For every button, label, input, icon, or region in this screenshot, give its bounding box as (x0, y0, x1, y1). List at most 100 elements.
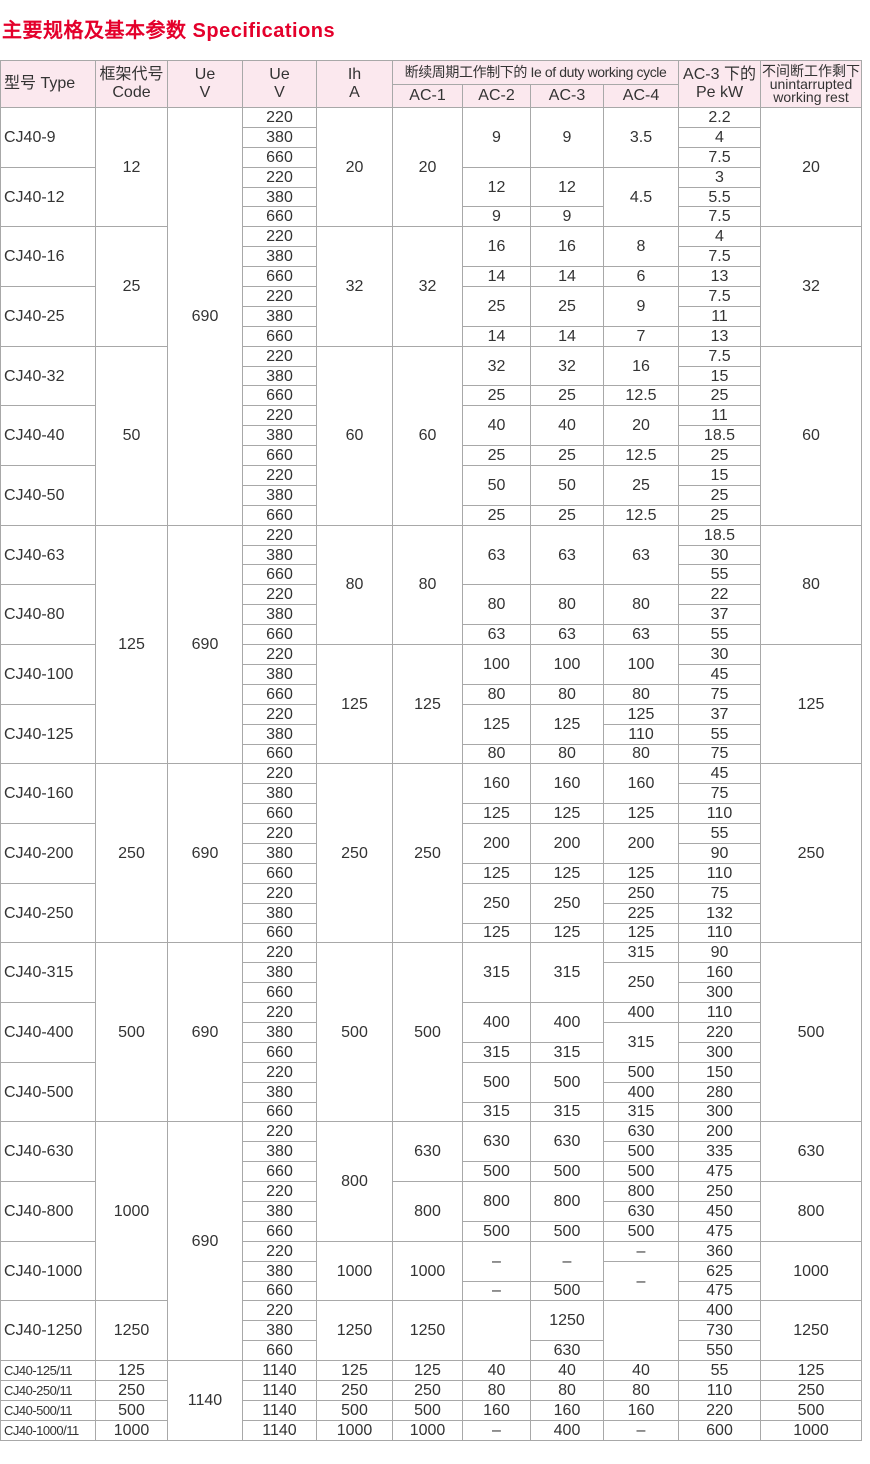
cell-ac3: 80 (530, 743, 604, 765)
cell-rest: 125 (760, 644, 862, 765)
cell-code: 125 (95, 524, 168, 765)
cell-ac3: 315 (530, 942, 604, 1004)
cell-ac2: 80 (462, 683, 531, 705)
table-row: 380 500 335 (1, 1141, 862, 1163)
cell-ac3: 25 (530, 385, 604, 407)
header-ac1: AC-1 (392, 83, 463, 108)
cell-ac2: 125 (462, 703, 531, 745)
cell-rest: 500 (760, 1399, 862, 1421)
cell-ac4: 125 (603, 803, 679, 825)
cell-pe: 7.5 (678, 246, 761, 268)
cell-ac2: 14 (462, 325, 531, 347)
cell-ac2 (462, 1300, 531, 1362)
cell-ac3: 50 (530, 465, 604, 506)
cell-ac4: 40 (603, 1360, 679, 1381)
header-ac2: AC-2 (462, 83, 531, 108)
cell-pe: 475 (678, 1220, 761, 1242)
cell-rest: 20 (760, 106, 862, 228)
cell-pe: 75 (678, 743, 761, 765)
cell-ih: 125 (316, 644, 393, 765)
cell-rest: 800 (760, 1181, 862, 1242)
table-row: CJ40-12 220 12 12 4.5 3 (0, 166, 862, 228)
cell-uev: 1140 (242, 1399, 317, 1421)
cell-ac2: 25 (462, 445, 531, 467)
table-row: 660 80 80 80 75 (1, 683, 862, 705)
cell-ac3: 40 (530, 1360, 604, 1381)
cell-ac3: 25 (530, 504, 604, 526)
cell-ac4: 12.5 (603, 445, 679, 467)
header-rest-cn: 不间断工作剩下 (762, 62, 860, 79)
cell-uev: 380 (242, 962, 317, 984)
cell-uev: 380 (242, 902, 317, 924)
header-code-en: Code (112, 84, 151, 101)
cell-ac2: 63 (462, 624, 531, 646)
header-ih: Ih A (316, 60, 393, 108)
cell-uev: 660 (242, 743, 317, 765)
cell-code: 12 (95, 106, 168, 228)
table-row: CJ40-160 250 690 220 250 250 160 160 160 45 250 (0, 763, 862, 944)
cell-ac2: 14 (462, 266, 531, 288)
cell-ac4: 800 (603, 1181, 679, 1202)
cell-pe: 25 (678, 504, 761, 526)
cell-uev: 660 (242, 1041, 317, 1063)
cell-ac3: 25 (530, 445, 604, 467)
cell-type: CJ40-200 (0, 823, 96, 884)
cell-ac2: 25 (462, 385, 531, 407)
cell-pe: 5.5 (678, 186, 761, 208)
table-row: 660 300 (1, 982, 862, 1004)
cell-uev: 220 (242, 107, 317, 128)
table-row: 660 63 63 63 55 (1, 624, 862, 646)
cell-ac4: 400 (603, 1002, 679, 1023)
page-title: 主要规格及基本参数 Specifications (2, 20, 336, 42)
table-row: 660 500 500 500 475 (1, 1220, 862, 1242)
cell-ac2: 25 (462, 504, 531, 526)
cell-code: 125 (95, 1360, 168, 1381)
cell-pe: 360 (678, 1240, 761, 1262)
cell-uev: 380 (242, 425, 317, 447)
cell-uev: 220 (242, 1002, 317, 1023)
cell-code: 50 (95, 345, 168, 526)
cell-ac2: 315 (462, 1041, 531, 1063)
cell-type: CJ40-40 (0, 405, 96, 467)
cell-ac1: 20 (392, 106, 463, 228)
cell-pe: 13 (678, 325, 761, 347)
header-ac3: AC-3 (530, 83, 604, 108)
table-row: 380 5.5 (1, 186, 862, 208)
cell-pe: 15 (678, 465, 761, 486)
cell-ac4: 7 (603, 325, 679, 347)
cell-ac1: 1000 (392, 1240, 463, 1302)
table-row: CJ40-500 220 500 500 500 150 (0, 1061, 862, 1123)
cell-ac3: 16 (530, 226, 604, 268)
cell-type: CJ40-250/11 (0, 1380, 96, 1401)
cell-uev: 380 (242, 783, 317, 805)
cell-ac4: 4.5 (603, 166, 679, 228)
cell-pe: 18.5 (678, 425, 761, 447)
table-row: CJ40-250/11 250 1140 250 250 80 80 80 110 250 (0, 1380, 862, 1401)
cell-rest: 250 (760, 763, 862, 944)
cell-ue: 690 (167, 1121, 243, 1362)
cell-ac4: 315 (603, 1021, 679, 1063)
cell-ac2: 630 (462, 1121, 531, 1163)
cell-type: CJ40-160 (0, 763, 96, 825)
cell-ac2: 80 (462, 1380, 531, 1401)
cell-ac2: 125 (462, 922, 531, 944)
cell-code: 250 (95, 763, 168, 944)
cell-ac1: 125 (392, 1360, 463, 1381)
cell-pe: 45 (678, 763, 761, 785)
cell-ac4: 80 (603, 584, 679, 626)
cell-ac4: 63 (603, 624, 679, 646)
table-row: CJ40-9 12 690 220 20 20 9 9 3.5 2.2 20 (0, 106, 862, 526)
cell-pe: 4 (678, 226, 761, 248)
cell-rest: 1000 (760, 1240, 862, 1302)
cell-ue: 690 (167, 942, 243, 1123)
cell-ac2: 80 (462, 584, 531, 626)
cell-type: CJ40-25 (0, 286, 96, 347)
cell-ac4: 315 (603, 1101, 679, 1123)
cell-ac2: – (462, 1240, 531, 1282)
cell-pe: 335 (678, 1141, 761, 1163)
table-row: 660 25 25 12.5 25 (1, 445, 862, 467)
cell-ac4: 630 (603, 1200, 679, 1222)
cell-pe: 13 (678, 266, 761, 288)
cell-ac4: 225 (603, 902, 679, 924)
cell-uev: 220 (242, 166, 317, 188)
